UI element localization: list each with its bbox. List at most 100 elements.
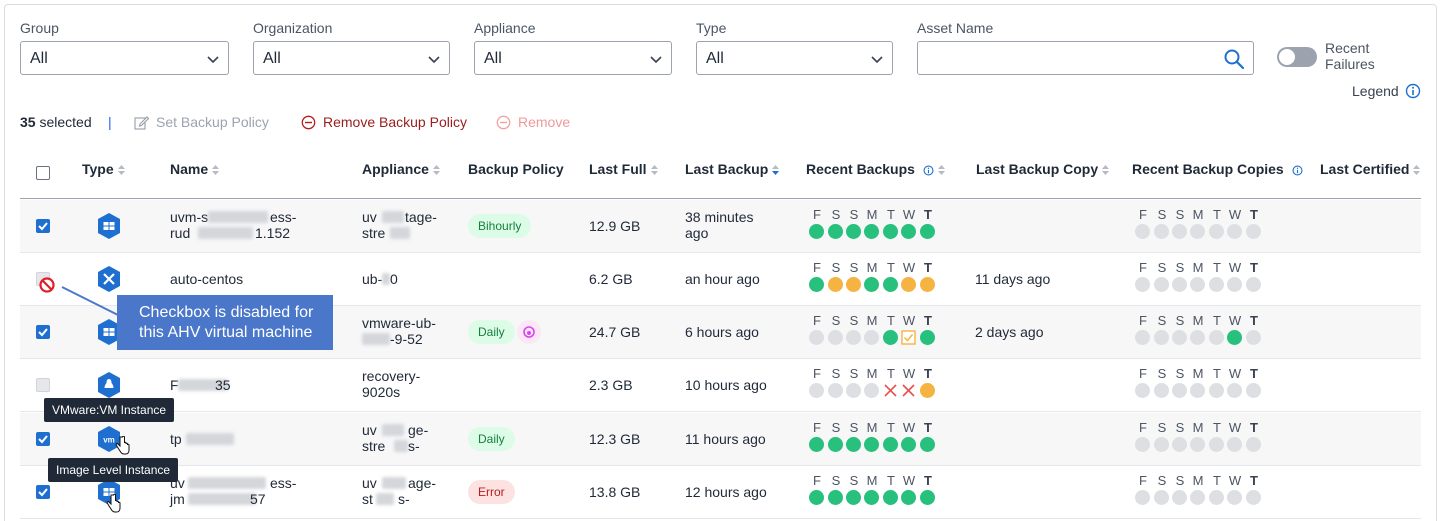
sort-desc-icon bbox=[772, 165, 780, 176]
row-checkbox[interactable] bbox=[36, 219, 50, 233]
image-level-instance-tooltip: Image Level Instance bbox=[48, 458, 179, 482]
sort-icon bbox=[650, 165, 658, 176]
appliance-suffix: s- bbox=[398, 491, 410, 507]
day-letter: F bbox=[813, 207, 821, 222]
day-letter: W bbox=[902, 420, 916, 435]
info-icon[interactable] bbox=[1292, 165, 1303, 176]
row-checkbox[interactable] bbox=[36, 432, 50, 446]
column-recent-backups[interactable]: Recent Backups bbox=[806, 161, 945, 177]
failed-x-icon bbox=[884, 384, 897, 397]
status-dot bbox=[1172, 330, 1187, 345]
column-last-certified[interactable]: Last Certified bbox=[1320, 161, 1421, 177]
status-dot bbox=[1190, 490, 1205, 505]
remove-label: Remove bbox=[518, 114, 571, 130]
minus-circle-icon bbox=[301, 115, 316, 130]
row-checkbox[interactable] bbox=[36, 485, 50, 499]
day-letter: W bbox=[902, 473, 916, 488]
status-dot bbox=[1172, 383, 1187, 398]
day-letter: M bbox=[866, 473, 878, 488]
day-letter: S bbox=[831, 473, 841, 488]
day-letter: W bbox=[1228, 207, 1242, 222]
day-letter: S bbox=[831, 313, 841, 328]
type-select[interactable]: All bbox=[696, 41, 893, 75]
info-icon[interactable] bbox=[923, 165, 934, 176]
column-last-backup-copy[interactable]: Last Backup Copy bbox=[976, 161, 1110, 177]
status-dot bbox=[846, 437, 861, 452]
asset-name: tp bbox=[170, 431, 182, 447]
status-dot bbox=[1246, 437, 1261, 452]
day-letter: T bbox=[887, 207, 895, 222]
day-letter: T bbox=[1250, 260, 1258, 275]
status-dot bbox=[920, 277, 935, 292]
day-letter: M bbox=[1192, 420, 1204, 435]
vm-icon: vm bbox=[97, 426, 121, 452]
status-dot bbox=[901, 437, 916, 452]
column-type[interactable]: Type bbox=[82, 161, 125, 177]
redacted-text bbox=[186, 433, 234, 445]
search-icon[interactable] bbox=[1223, 48, 1245, 70]
day-letter: S bbox=[831, 420, 841, 435]
day-letter: T bbox=[887, 420, 895, 435]
column-appliance[interactable]: Appliance bbox=[362, 161, 440, 177]
day-letter: S bbox=[849, 420, 859, 435]
status-dot bbox=[809, 330, 824, 345]
legend-link[interactable]: Legend bbox=[1352, 83, 1399, 99]
status-dot bbox=[883, 437, 898, 452]
table-row: vm tp uv stre ge-s- Daily 12.3 GB 11 hours ago F… bbox=[20, 413, 1421, 466]
status-dot bbox=[809, 277, 824, 292]
column-name[interactable]: Name bbox=[170, 161, 220, 177]
status-dot bbox=[901, 224, 916, 239]
day-letter: W bbox=[902, 260, 916, 275]
status-dot bbox=[864, 224, 879, 239]
status-dot bbox=[1209, 437, 1224, 452]
day-letter: M bbox=[866, 366, 878, 381]
day-letter: F bbox=[1139, 207, 1147, 222]
recent-failures-label: Recent Failures bbox=[1325, 40, 1375, 72]
info-icon[interactable] bbox=[1405, 83, 1421, 99]
sort-icon bbox=[1413, 165, 1421, 176]
status-dot bbox=[864, 383, 879, 398]
type-filter: Type All bbox=[696, 20, 893, 75]
day-letter: S bbox=[849, 473, 859, 488]
day-letter: T bbox=[887, 473, 895, 488]
day-letter: W bbox=[902, 313, 916, 328]
status-dot bbox=[828, 490, 843, 505]
appliance-name-line2: stre bbox=[362, 438, 386, 454]
disabled-checkbox-callout: Checkbox is disabled for this AHV virtua… bbox=[117, 295, 333, 350]
status-dot bbox=[1135, 383, 1150, 398]
appliance-suffix: 0 bbox=[390, 271, 398, 287]
status-dot bbox=[809, 437, 824, 452]
status-dot bbox=[1190, 330, 1205, 345]
column-recent-backup-copies[interactable]: Recent Backup Copies bbox=[1132, 161, 1303, 177]
day-letter: F bbox=[1139, 420, 1147, 435]
appliance-select[interactable]: All bbox=[474, 41, 672, 75]
status-dot bbox=[828, 224, 843, 239]
day-letter: T bbox=[887, 260, 895, 275]
separator: | bbox=[108, 114, 112, 130]
status-dot bbox=[846, 277, 861, 292]
organization-select[interactable]: All bbox=[253, 41, 450, 75]
status-dot bbox=[1172, 224, 1187, 239]
status-dot bbox=[846, 383, 861, 398]
status-dot bbox=[1172, 277, 1187, 292]
checkbox-status-icon bbox=[901, 330, 916, 345]
vmware-vm-instance-tooltip: VMware:VM Instance bbox=[44, 398, 175, 422]
last-full: 24.7 GB bbox=[589, 324, 641, 340]
row-checkbox[interactable] bbox=[36, 325, 50, 339]
failed-x-icon bbox=[902, 384, 915, 397]
asset-name-input[interactable] bbox=[917, 41, 1254, 75]
recent-failures-toggle[interactable] bbox=[1277, 47, 1317, 67]
select-all-checkbox[interactable] bbox=[36, 166, 50, 180]
status-dot bbox=[883, 490, 898, 505]
column-recent-backups-label: Recent Backups bbox=[806, 161, 915, 177]
group-select[interactable]: All bbox=[20, 41, 229, 75]
day-letter: W bbox=[1228, 366, 1242, 381]
status-dot bbox=[1135, 224, 1150, 239]
status-dot bbox=[864, 437, 879, 452]
day-letter: F bbox=[813, 420, 821, 435]
column-last-full[interactable]: Last Full bbox=[589, 161, 658, 177]
column-last-backup[interactable]: Last Backup bbox=[685, 161, 780, 177]
status-dot bbox=[1246, 330, 1261, 345]
backup-policy-badge: Bihourly bbox=[468, 214, 532, 238]
status-dot bbox=[828, 330, 843, 345]
